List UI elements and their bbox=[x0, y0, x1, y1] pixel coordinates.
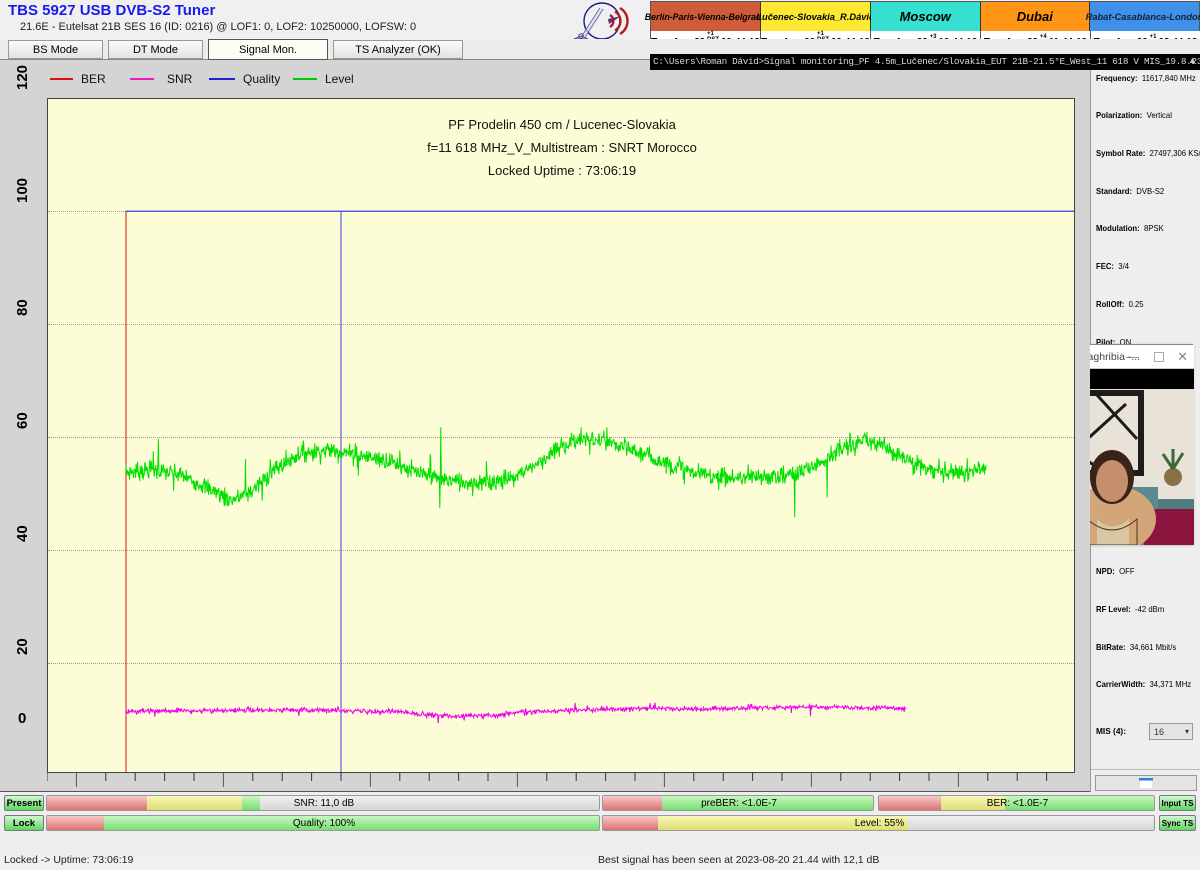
svg-text:SNR: SNR bbox=[167, 72, 193, 86]
svg-text:Level: Level bbox=[325, 72, 354, 86]
svg-text:BER: BER bbox=[81, 72, 106, 86]
svg-text:Quality: Quality bbox=[243, 72, 280, 86]
